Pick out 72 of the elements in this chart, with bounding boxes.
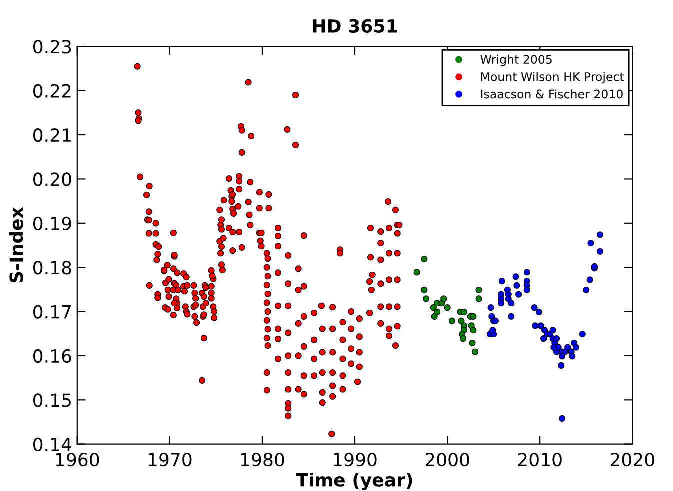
point — [588, 240, 594, 247]
y-tick-label: 0.14 — [34, 438, 72, 452]
x-tick-label: 2010 — [518, 453, 562, 467]
point — [470, 327, 477, 334]
x-axis-title: Time (year) — [296, 472, 412, 491]
point — [516, 291, 522, 298]
point — [470, 313, 477, 320]
point — [512, 274, 520, 280]
chart-title: HD 3651 — [313, 19, 398, 34]
point — [538, 322, 544, 330]
y-tick-label: 0.18 — [34, 261, 72, 275]
point — [498, 300, 505, 307]
point — [558, 415, 566, 422]
point — [569, 353, 576, 360]
point — [579, 331, 586, 338]
point — [469, 340, 476, 346]
y-tick-label: 0.19 — [34, 216, 72, 231]
point — [524, 286, 530, 294]
point — [458, 318, 465, 324]
point — [583, 286, 590, 294]
point — [558, 353, 566, 360]
point — [564, 344, 572, 351]
x-tick-label: 2000 — [426, 453, 470, 467]
point — [572, 344, 580, 351]
y-axis-title: S-Index — [9, 207, 24, 283]
point — [531, 304, 538, 312]
legend-label: Isaacson & Fischer 2010 — [481, 90, 623, 99]
point — [508, 300, 515, 307]
point — [550, 327, 556, 334]
point — [434, 308, 441, 316]
point — [421, 286, 428, 294]
point — [558, 362, 565, 369]
legend-label: Mount Wilson HK Project — [481, 72, 624, 84]
point — [596, 248, 604, 255]
y-tick-label: 0.16 — [34, 349, 72, 364]
point — [508, 313, 515, 320]
y-tick-label: 0.23 — [34, 40, 72, 54]
point — [444, 304, 451, 312]
point — [422, 296, 430, 302]
point — [532, 322, 539, 330]
y-tick-label: 0.17 — [34, 305, 71, 319]
point — [476, 286, 482, 294]
point — [460, 335, 467, 342]
x-tick-label: 1970 — [148, 453, 192, 467]
x-tick-label: 1990 — [334, 453, 377, 467]
y-tick-label: 0.22 — [34, 84, 71, 98]
point — [430, 304, 437, 312]
y-tick-label: 0.15 — [34, 394, 71, 408]
x-tick-label: 2020 — [610, 453, 654, 467]
y-tick-label: 0.20 — [34, 172, 72, 186]
point — [421, 256, 428, 262]
point — [414, 269, 420, 276]
point — [586, 276, 594, 284]
point — [440, 296, 448, 302]
point — [540, 335, 548, 342]
point — [536, 308, 542, 316]
x-tick-label: 1980 — [241, 453, 284, 467]
point — [476, 296, 482, 302]
point — [490, 327, 496, 334]
point — [460, 308, 468, 316]
point — [498, 278, 506, 285]
point — [555, 344, 562, 351]
point — [514, 282, 520, 290]
point — [553, 335, 560, 342]
x-tick-label: 1960 — [56, 453, 100, 467]
point — [524, 269, 530, 276]
point — [596, 232, 604, 238]
point — [448, 318, 456, 324]
point — [488, 304, 494, 312]
point — [472, 348, 479, 356]
y-tick-label: 0.21 — [34, 128, 71, 142]
legend-label: Wright 2005 — [480, 54, 552, 66]
